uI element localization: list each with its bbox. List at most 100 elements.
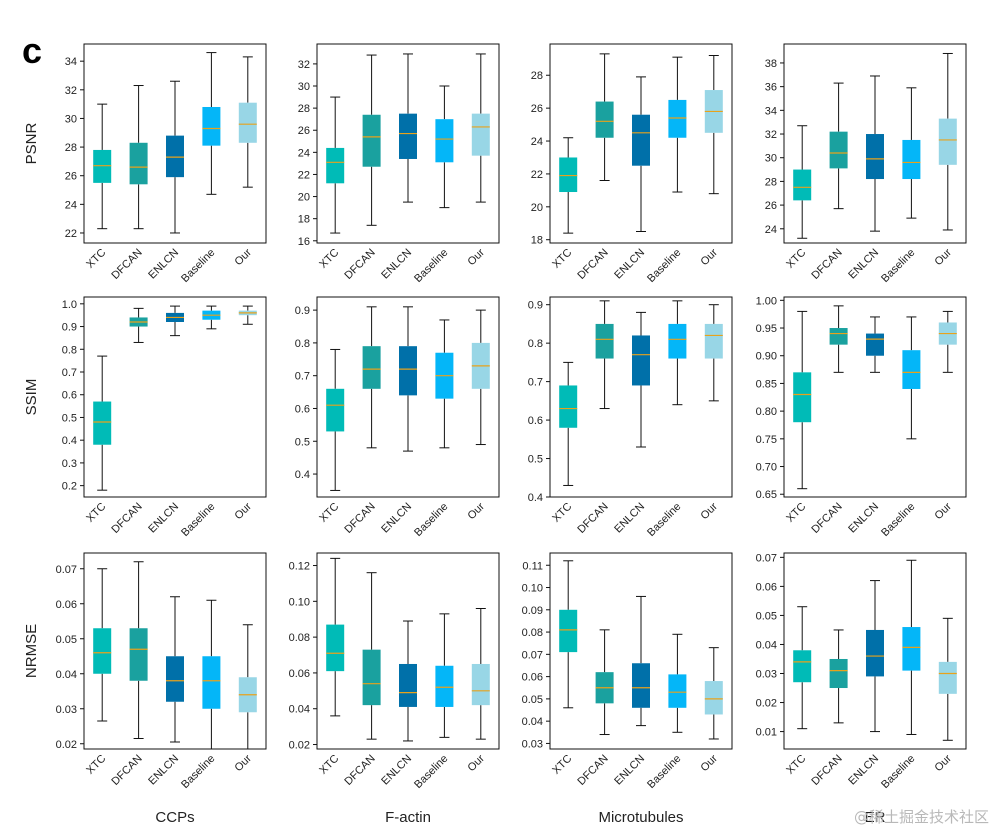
box-dfcan bbox=[129, 628, 148, 681]
x-tick-label: Our bbox=[698, 246, 720, 268]
y-tick-label: 0.9 bbox=[295, 305, 310, 317]
x-tick-label: XTC bbox=[317, 247, 341, 271]
y-tick-label: 0.80 bbox=[756, 406, 777, 418]
x-tick-label: DFCAN bbox=[109, 753, 144, 788]
y-tick-label: 0.05 bbox=[56, 634, 77, 646]
x-tick-label: Baseline bbox=[412, 501, 450, 539]
y-axis-label: PSNR bbox=[23, 123, 40, 165]
y-tick-label: 0.85 bbox=[756, 378, 777, 390]
y-tick-label: 0.06 bbox=[756, 581, 777, 593]
y-tick-label: 0.02 bbox=[289, 740, 310, 752]
x-tick-label: XTC bbox=[550, 753, 574, 777]
y-tick-label: 0.5 bbox=[295, 436, 310, 448]
y-tick-label: 0.07 bbox=[522, 649, 543, 661]
y-tick-label: 22 bbox=[298, 169, 310, 181]
box-enlcn bbox=[399, 113, 417, 159]
watermark: @稀土掘金技术社区 bbox=[853, 808, 989, 826]
y-tick-label: 0.08 bbox=[522, 627, 543, 639]
x-tick-label: DFCAN bbox=[575, 247, 610, 282]
y-tick-label: 20 bbox=[531, 202, 543, 214]
y-tick-label: 0.6 bbox=[295, 403, 310, 415]
y-tick-label: 30 bbox=[65, 113, 77, 125]
y-tick-label: 0.04 bbox=[522, 716, 543, 728]
plot-frame bbox=[549, 43, 733, 244]
y-tick-label: 1.0 bbox=[62, 299, 77, 311]
box-enlcn bbox=[866, 333, 884, 356]
y-tick-label: 24 bbox=[298, 147, 310, 159]
x-tick-label: Our bbox=[465, 500, 487, 522]
box-dfcan bbox=[362, 346, 381, 389]
x-tick-label: Baseline bbox=[879, 753, 917, 791]
y-tick-label: 26 bbox=[765, 200, 777, 212]
y-tick-label: 0.07 bbox=[56, 564, 77, 576]
box-enlcn bbox=[632, 663, 650, 708]
y-tick-label: 0.03 bbox=[56, 704, 77, 716]
chart-panel-5: 0.2 0.3 0.4 0.5 0.6 0.7 0.8 0.9 1.0 XTC DFCAN ENLCN… bbox=[23, 296, 267, 539]
plot-frame bbox=[316, 552, 500, 750]
x-tick-label: DFCAN bbox=[575, 501, 610, 536]
y-tick-label: 0.01 bbox=[756, 727, 777, 739]
x-tick-label: ENLCN bbox=[612, 501, 647, 536]
y-tick-label: 0.8 bbox=[528, 338, 543, 350]
box-our bbox=[938, 661, 957, 694]
x-tick-label: XTC bbox=[317, 753, 341, 777]
plot-frame bbox=[783, 296, 967, 498]
box-dfcan bbox=[595, 323, 614, 359]
box-baseline bbox=[668, 323, 687, 359]
y-tick-label: 0.8 bbox=[295, 338, 310, 350]
chart-panel-10: 0.02 0.04 0.06 0.08 0.10 0.12 XTC DFCAN ENLCNBas… bbox=[289, 552, 500, 826]
box-xtc bbox=[93, 149, 112, 183]
box-dfcan bbox=[829, 131, 848, 169]
plot-frame bbox=[83, 552, 267, 750]
box-xtc bbox=[93, 628, 112, 674]
y-tick-label: 22 bbox=[65, 228, 77, 240]
y-tick-label: 22 bbox=[531, 169, 543, 181]
y-tick-label: 0.06 bbox=[56, 599, 77, 611]
y-tick-label: 0.11 bbox=[522, 560, 543, 572]
y-tick-label: 24 bbox=[765, 224, 777, 236]
x-tick-label: DFCAN bbox=[109, 247, 144, 282]
box-enlcn bbox=[866, 629, 884, 677]
box-our bbox=[938, 118, 957, 165]
y-tick-label: 28 bbox=[298, 103, 310, 115]
x-tick-label: ENLCN bbox=[846, 501, 881, 536]
y-tick-label: 26 bbox=[298, 125, 310, 137]
x-tick-label: Our bbox=[932, 500, 954, 522]
x-tick-label: DFCAN bbox=[809, 501, 844, 536]
y-axis-label: SSIM bbox=[23, 379, 40, 416]
x-tick-label: ENLCN bbox=[379, 247, 414, 282]
x-tick-label: XTC bbox=[784, 247, 808, 271]
x-tick-label: DFCAN bbox=[809, 753, 844, 788]
x-tick-label: Baseline bbox=[412, 753, 450, 791]
x-tick-label: XTC bbox=[84, 247, 108, 271]
y-tick-label: 0.02 bbox=[756, 698, 777, 710]
box-xtc bbox=[559, 385, 578, 428]
x-tick-label: DFCAN bbox=[109, 501, 144, 536]
y-tick-label: 0.6 bbox=[62, 390, 77, 402]
x-tick-label: Baseline bbox=[645, 247, 683, 285]
box-enlcn bbox=[399, 663, 417, 707]
x-tick-label: Baseline bbox=[179, 501, 217, 539]
x-tick-label: XTC bbox=[550, 247, 574, 271]
y-tick-label: 0.5 bbox=[62, 412, 77, 424]
y-tick-label: 28 bbox=[765, 176, 777, 188]
x-tick-label: Baseline bbox=[645, 753, 683, 791]
chart-panel-9: 0.02 0.03 0.04 0.05 0.06 0.07 XTC DFCAN ENLCNBas… bbox=[23, 552, 267, 826]
box-xtc bbox=[559, 609, 578, 653]
y-tick-label: 0.06 bbox=[522, 672, 543, 684]
y-tick-label: 20 bbox=[298, 192, 310, 204]
box-baseline bbox=[902, 627, 921, 671]
y-tick-label: 0.5 bbox=[528, 454, 543, 466]
x-axis-label: CCPs bbox=[155, 809, 194, 826]
y-tick-label: 24 bbox=[65, 199, 77, 211]
chart-panel-8: 0.65 0.70 0.75 0.80 0.85 0.90 0.95 1.00 XTC DFCAN… bbox=[756, 295, 967, 539]
x-tick-label: Our bbox=[698, 500, 720, 522]
box-dfcan bbox=[829, 328, 848, 345]
y-tick-label: 18 bbox=[531, 235, 543, 247]
